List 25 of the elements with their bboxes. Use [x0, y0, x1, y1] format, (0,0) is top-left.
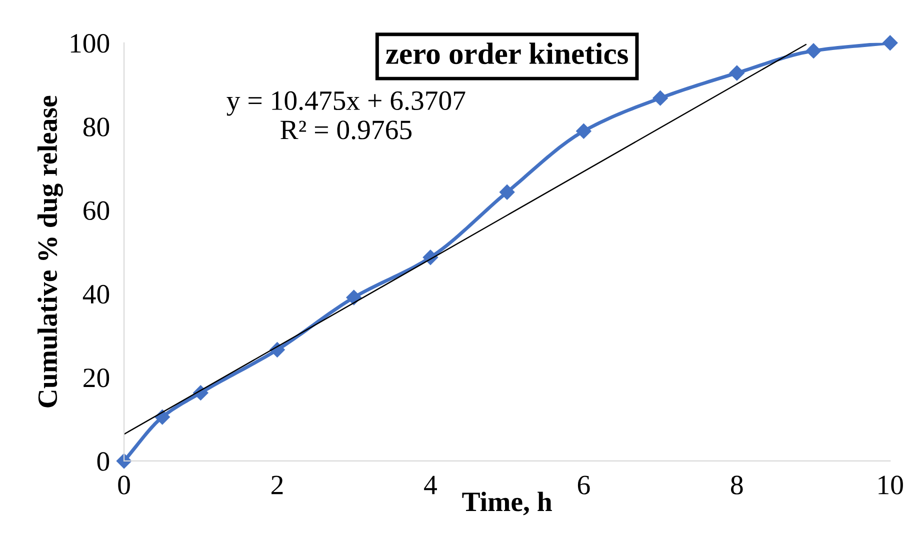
x-tick-label: 4: [424, 476, 437, 494]
x-tick-label: 8: [731, 476, 743, 494]
x-tick-label: 0: [118, 476, 130, 494]
point: [500, 184, 515, 200]
chart-title: zero order kinetics: [386, 42, 628, 64]
x-axis-title: Time, h: [462, 492, 552, 516]
point: [346, 290, 362, 306]
x-tick-label: 6: [578, 476, 590, 494]
annotation: R² = 0.9765: [280, 120, 412, 140]
x-tick-label: 10: [878, 476, 903, 494]
y-axis-title: Cumulative % dug release: [38, 96, 63, 408]
y-tick-label: 0: [97, 452, 110, 471]
point: [154, 409, 170, 425]
point: [729, 65, 744, 81]
y-tick-label: 80: [83, 118, 110, 136]
y-tick-label: 100: [70, 34, 110, 53]
point: [882, 35, 898, 50]
annotation: y = 10.475x + 6.3707: [226, 91, 466, 116]
point: [576, 124, 592, 139]
y-tick-label: 60: [84, 201, 110, 220]
x-tick-label: 2: [272, 476, 283, 494]
point: [806, 43, 822, 58]
y-tick-label: 40: [82, 284, 110, 304]
point: [652, 90, 668, 106]
y-tick-label: 20: [84, 368, 110, 388]
